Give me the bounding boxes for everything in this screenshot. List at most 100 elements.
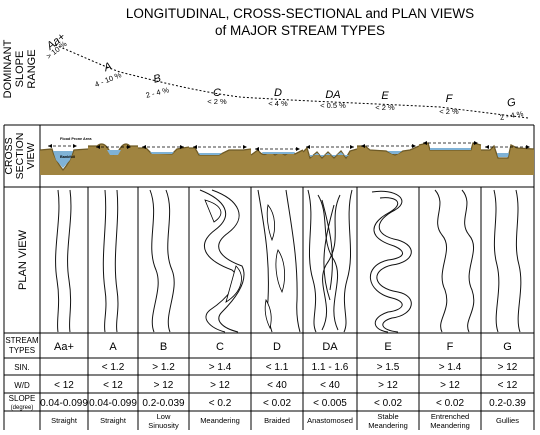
sinuosity-e: > 1.5 <box>377 362 400 373</box>
type-letter-a: A <box>109 341 117 353</box>
description-c: Meandering <box>200 416 240 425</box>
side-label-line: SECTION <box>14 133 26 180</box>
channel-bar <box>204 199 222 223</box>
water-a <box>107 150 121 155</box>
slope-letter-d: D <box>274 87 282 99</box>
plan-channel-g <box>493 189 500 333</box>
slope-value-e: < 0.02 <box>374 398 403 409</box>
type-letter-e: E <box>384 341 391 353</box>
slope-value-g: 0.2-0.39 <box>489 398 526 409</box>
plan-channel-f <box>434 189 448 333</box>
description-e: Stable Meandering <box>368 412 408 430</box>
description-aaplus: Straight <box>51 416 78 425</box>
side-label-line: RANGE <box>26 49 38 88</box>
slope-range-f: < 2 % <box>439 107 459 116</box>
type-letter-aaplus: Aa+ <box>54 341 74 353</box>
soil-profile-d <box>251 150 303 175</box>
plan-channel-da <box>321 194 341 331</box>
channel-bar <box>266 204 276 242</box>
row-label-slope: SLOPE <box>9 394 36 403</box>
width-depth-f: > 12 <box>440 380 460 391</box>
description-f: Entrenched Meandering <box>430 412 470 430</box>
soil-surface-line <box>481 144 535 159</box>
description-a: Straight <box>100 416 127 425</box>
bankfull-arrow <box>48 144 77 148</box>
soil-profile-e <box>357 146 419 175</box>
side-label-line: SLOPE <box>14 51 26 88</box>
side-label-line: DOMINANT <box>2 39 14 98</box>
plan-channel-aaplus <box>67 189 72 333</box>
row-label-slope-unit: (degree) <box>11 405 34 411</box>
water-c <box>198 153 222 155</box>
soil-profile-g <box>481 145 534 175</box>
row-label-stream-types: TYPES <box>9 346 35 355</box>
flood-prone-label: Flood Prone Area <box>60 137 92 141</box>
description-line: Sinuosity <box>148 421 179 430</box>
width-depth-b: > 12 <box>154 380 174 391</box>
type-letter-g: G <box>503 341 512 353</box>
description-d: Braided <box>264 416 290 425</box>
plan-channel-b <box>165 189 175 333</box>
side-label-cross-section: CROSSSECTIONVIEW <box>3 133 37 180</box>
water-da <box>309 152 349 157</box>
plan-channel-c <box>199 189 237 333</box>
plan-channel-da <box>307 189 317 333</box>
slope-value-b: 0.2-0.039 <box>142 398 185 409</box>
slope-value-d: < 0.02 <box>263 398 292 409</box>
description-line: Low <box>157 412 171 421</box>
slope-letter-da: DA <box>325 89 340 101</box>
type-letter-d: D <box>273 341 281 353</box>
type-letter-c: C <box>216 341 224 353</box>
description-line: Entrenched <box>431 412 469 421</box>
water-aaplus <box>53 151 73 168</box>
slope-letter-b: B <box>152 72 162 85</box>
width-depth-aaplus: < 12 <box>54 380 74 391</box>
slope-profile-line <box>54 44 529 119</box>
slope-letter-f: F <box>446 93 454 105</box>
plan-channel-f <box>461 189 475 333</box>
plan-channel-e <box>371 190 412 333</box>
water-f <box>430 148 471 150</box>
plan-channel-da <box>343 189 353 333</box>
soil-profile-c <box>189 148 251 175</box>
type-letter-f: F <box>447 341 454 353</box>
channel-bar <box>275 249 286 294</box>
water-e <box>387 151 402 154</box>
slope-letter-g: G <box>506 96 517 109</box>
plan-channel-da <box>317 194 339 331</box>
width-depth-g: < 12 <box>498 380 518 391</box>
bankfull-label: Bankfull <box>60 155 75 159</box>
description-line: Stable <box>377 412 398 421</box>
plan-channel-aaplus <box>55 189 60 333</box>
description-line: Meandering <box>430 421 470 430</box>
sinuosity-g: > 12 <box>498 362 518 373</box>
row-label-sin: SIN. <box>14 363 30 372</box>
row-label-stream-types: STREAM <box>5 336 39 345</box>
plan-channel-b <box>149 189 159 333</box>
soil-profile-b <box>138 147 189 175</box>
row-label-wd: W/D <box>14 381 30 390</box>
width-depth-da: < 40 <box>320 380 340 391</box>
title-line-2: of MAJOR STREAM TYPES <box>215 23 385 38</box>
width-depth-a: < 12 <box>103 380 123 391</box>
soil-surface-line <box>39 148 89 172</box>
slope-value-da: < 0.005 <box>313 398 347 409</box>
description-line: Meandering <box>368 421 408 430</box>
side-label-plan-view: PLAN VIEW <box>17 229 29 290</box>
sinuosity-da: 1.1 - 1.6 <box>312 362 349 373</box>
plan-channel-g <box>515 189 522 333</box>
slope-range-c: < 2 % <box>207 97 227 106</box>
width-depth-c: > 12 <box>210 380 230 391</box>
soil-profile-f <box>419 143 481 175</box>
slope-value-c: < 0.2 <box>209 398 232 409</box>
plan-channel-a <box>102 189 107 333</box>
plan-channel-a <box>114 189 119 333</box>
side-label-slope-range: DOMINANTSLOPERANGE <box>2 39 38 98</box>
side-label-line: CROSS <box>3 137 15 174</box>
slope-letter-e: E <box>381 90 389 102</box>
title-line-1: LONGITUDINAL, CROSS-SECTIONAL and PLAN V… <box>126 6 474 21</box>
side-label-line: VIEW <box>25 142 37 169</box>
description-b: Low Sinuosity <box>148 412 179 430</box>
